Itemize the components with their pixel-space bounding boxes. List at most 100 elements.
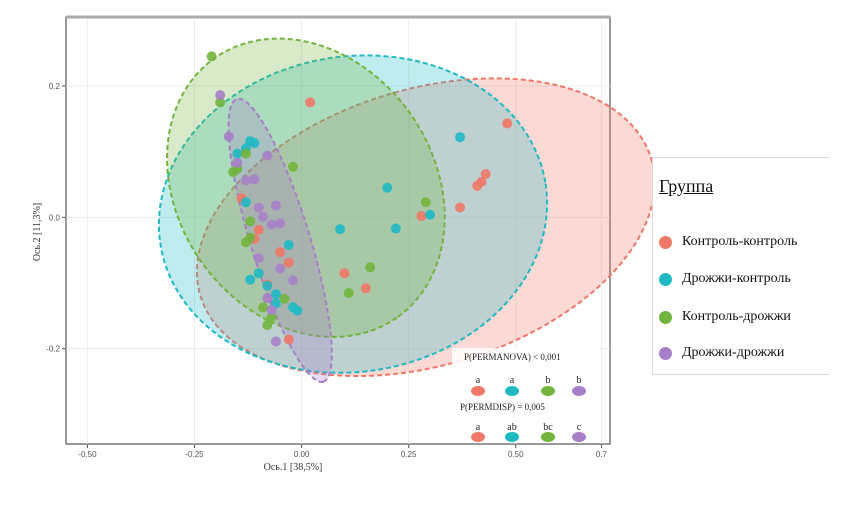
group-letter: b (577, 375, 582, 386)
data-point (275, 263, 286, 274)
legend-item-kontrol-kontrol: Контроль-контроль (659, 232, 797, 252)
data-point (455, 202, 466, 213)
legend-item-drozhzhi-kontrol: Дрожжи-контроль (659, 269, 791, 289)
legend-swatch (659, 272, 672, 286)
permdisp-text: P(PERMDISP) = 0,005 (460, 402, 545, 412)
data-point (245, 216, 256, 227)
group-letter: c (577, 422, 582, 433)
data-point (206, 51, 217, 62)
group-swatch (541, 386, 555, 396)
y-tick-label: -0.2 (46, 345, 60, 354)
data-point (240, 237, 251, 248)
data-point (245, 274, 256, 285)
group-swatch (541, 432, 555, 442)
x-tick-label: 0.50 (508, 450, 524, 459)
data-point (472, 180, 483, 191)
legend-swatch (659, 346, 672, 360)
data-point (253, 268, 264, 279)
x-axis-title: Ось.1 [38,5%] (264, 462, 323, 473)
data-point (335, 224, 346, 235)
data-point (266, 312, 277, 323)
x-tick-label: 0.25 (401, 450, 417, 459)
group-swatch (572, 386, 586, 396)
legend-swatch (659, 235, 672, 249)
data-point (275, 218, 286, 229)
data-point (283, 257, 294, 268)
group-swatch (505, 386, 519, 396)
y-axis-title: Ось.2 [11,3%] (32, 203, 43, 261)
data-point (270, 289, 281, 300)
data-point (382, 182, 393, 193)
data-point (249, 174, 260, 185)
data-point (262, 293, 273, 304)
legend-item-drozhzhi-drozhzhi: Дрожжи-дрожжи (659, 343, 784, 363)
data-point (360, 283, 371, 294)
group-letter: bc (543, 422, 553, 433)
y-axis-ticks: 0.2 0.0 -0.2 (46, 82, 66, 354)
group-letter: b (546, 375, 551, 386)
data-point (223, 131, 234, 142)
group-swatch (505, 432, 519, 442)
confidence-ellipses (157, 37, 656, 383)
legend-label: Дрожжи-контроль (682, 271, 791, 286)
data-point (283, 334, 294, 345)
y-tick-label: 0.0 (49, 213, 61, 222)
data-point (425, 209, 436, 220)
data-point (275, 247, 286, 258)
data-point (480, 169, 491, 180)
data-point (343, 287, 354, 298)
legend-label: Дрожжи-дрожжи (682, 345, 785, 360)
data-point (270, 200, 281, 211)
x-tick-label: -0.25 (185, 450, 204, 459)
data-point (339, 268, 350, 279)
data-point (253, 253, 264, 264)
x-tick-label: 0.00 (294, 450, 310, 459)
data-point (215, 90, 226, 101)
data-point (240, 148, 251, 159)
data-point (292, 305, 303, 316)
data-point (258, 302, 269, 313)
data-point (365, 262, 376, 273)
legend-title: Группа (659, 176, 714, 196)
data-point (266, 219, 277, 230)
data-point (390, 223, 401, 234)
data-point (288, 161, 299, 172)
data-point (416, 211, 427, 222)
legend-label: Контроль-дрожжи (682, 309, 791, 324)
data-point (262, 280, 273, 291)
permanova-text: P(PERMANOVA) < 0,001 (464, 352, 561, 362)
group-letter: a (510, 375, 515, 386)
group-letter: ab (507, 422, 516, 433)
data-point (288, 275, 299, 286)
group-swatch (572, 432, 586, 442)
legend-item-kontrol-drozhzhi: Контроль-дрожжи (659, 307, 791, 327)
data-point (232, 148, 243, 159)
y-tick-label: 0.2 (49, 82, 61, 91)
data-point (279, 293, 290, 304)
group-swatch (471, 386, 485, 396)
group-letter: a (476, 375, 481, 386)
data-point (215, 97, 226, 108)
legend-label: Контроль-контроль (682, 234, 798, 249)
x-axis-ticks: -0.50 -0.25 0.00 0.25 0.50 0.7 (78, 444, 608, 459)
data-point (420, 197, 431, 208)
data-point (232, 157, 243, 168)
data-point (240, 175, 251, 186)
group-swatch (471, 432, 485, 442)
data-point (502, 118, 513, 129)
data-point (455, 132, 466, 143)
data-point (270, 336, 281, 347)
data-points (206, 51, 513, 347)
data-point (253, 224, 264, 235)
x-tick-label: 0.7 (596, 450, 608, 459)
data-point (249, 138, 260, 149)
confidence-ellipse (227, 97, 333, 383)
data-point (240, 197, 251, 208)
data-point (266, 304, 277, 315)
legend-swatch (659, 310, 672, 324)
x-tick-label: -0.50 (78, 450, 97, 459)
group-letter: a (476, 422, 481, 433)
legend: Группа Контроль-контроль Дрожжи-контроль… (652, 157, 829, 375)
